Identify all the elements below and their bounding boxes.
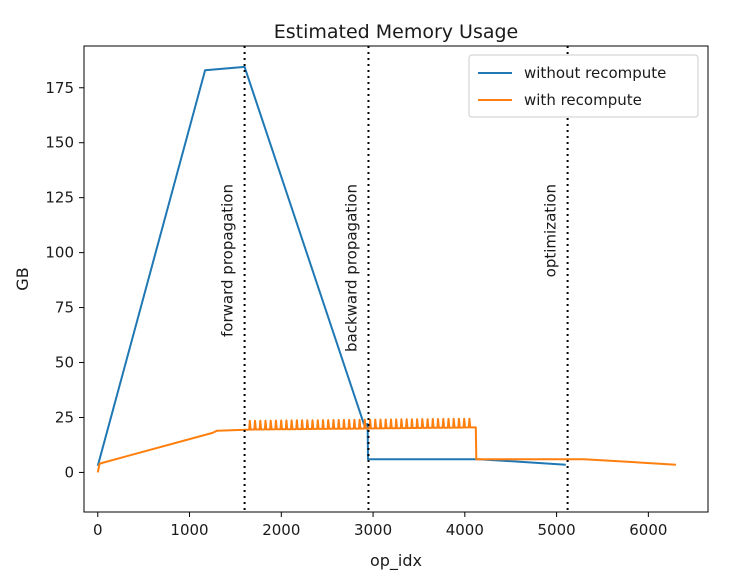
- phase-label-2: optimization: [542, 184, 560, 277]
- legend-label-1: with recompute: [524, 91, 642, 109]
- x-tick-label-3: 3000: [354, 521, 392, 539]
- y-tick-label-5: 125: [45, 189, 74, 207]
- legend-label-0: without recompute: [524, 64, 666, 82]
- y-tick-label-1: 25: [55, 408, 74, 426]
- legend-box: [468, 54, 699, 118]
- y-tick-label-0: 0: [64, 463, 74, 481]
- y-tick-label-4: 100: [45, 244, 74, 262]
- plot-frame: [83, 45, 709, 513]
- axes: 0 1000 2000 3000 4000 5000 6000 0 25 50 75 100 125 15…: [45, 45, 709, 539]
- phase-label-1: backward propagation: [342, 184, 360, 352]
- legend: without recompute with recompute: [468, 54, 699, 118]
- x-axis-label: op_idx: [370, 551, 422, 571]
- y-tick-label-6: 150: [45, 134, 74, 152]
- x-tick-label-5: 5000: [537, 521, 575, 539]
- x-tick-label-0: 0: [93, 521, 103, 539]
- y-tick-label-3: 75: [55, 299, 74, 317]
- plot-area: [96, 65, 676, 473]
- series-line-1: [96, 417, 676, 473]
- x-tick-label-1: 1000: [170, 521, 208, 539]
- phase-markers: forward propagation backward propagation o…: [219, 46, 569, 512]
- y-tick-label-7: 175: [45, 79, 74, 97]
- series-line-0: [96, 65, 566, 467]
- chart-title: Estimated Memory Usage: [274, 21, 519, 43]
- x-tick-label-6: 6000: [629, 521, 667, 539]
- x-tick-label-2: 2000: [262, 521, 300, 539]
- y-tick-label-2: 50: [55, 354, 74, 372]
- phase-label-0: forward propagation: [219, 184, 237, 337]
- y-axis-label: GB: [13, 267, 32, 290]
- x-tick-label-4: 4000: [446, 521, 484, 539]
